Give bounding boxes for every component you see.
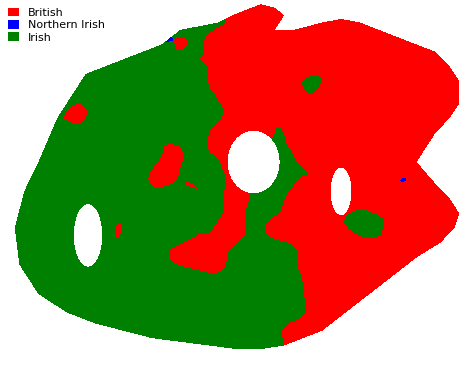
Legend: British, Northern Irish, Irish: British, Northern Irish, Irish: [6, 6, 107, 45]
